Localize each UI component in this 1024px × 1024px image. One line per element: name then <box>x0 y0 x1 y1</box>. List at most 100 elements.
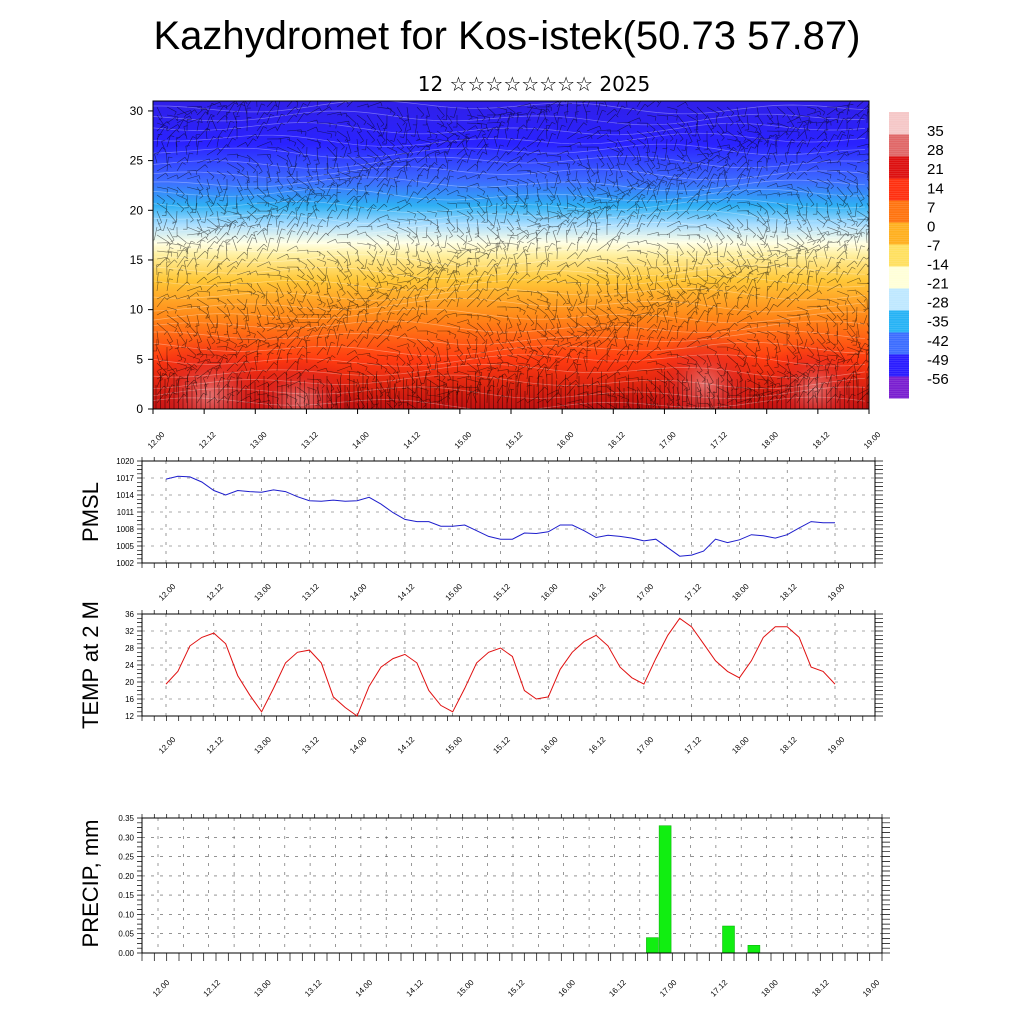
colorbar-label: -21 <box>927 276 949 293</box>
x-tick-label: 14.00 <box>348 735 369 756</box>
x-tick-label: 19.00 <box>861 978 882 999</box>
x-tick-label: 13.00 <box>248 430 269 451</box>
colorbar-label: 0 <box>927 218 935 235</box>
x-tick-label: 19.00 <box>826 582 847 603</box>
contour-line <box>153 166 866 181</box>
contour-line <box>153 386 866 399</box>
pmsl-axis-label: PMSL <box>78 482 103 542</box>
x-tick-label: 16.00 <box>539 735 560 756</box>
page-subtitle: 12 ☆☆☆☆☆☆☆☆ 2025 <box>417 72 651 96</box>
y-tick-label: 36 <box>125 610 134 619</box>
y-tick-label: 10 <box>130 303 144 317</box>
x-tick-label: 14.12 <box>396 735 417 756</box>
colorbar: 35 28 21 14 7 0 -7 -14 -21 -28 -35 -42 -49 -56 <box>889 111 949 399</box>
x-tick-label: 14.00 <box>348 582 369 603</box>
colorbar-segment <box>889 266 909 289</box>
x-tick-label: 15.12 <box>504 430 525 451</box>
colorbar-hatch <box>889 111 909 399</box>
y-tick-label: 12 <box>125 712 134 721</box>
x-tick-label: 17.00 <box>635 735 656 756</box>
grid-lines <box>142 613 875 717</box>
y-tick-label: 1017 <box>116 474 134 483</box>
contour-line <box>153 320 866 333</box>
temp-panel: 12 16 20 24 28 32 36 12.00 12.12 13.00 13.12 14.00 1… <box>78 601 883 756</box>
colorbar-label: 28 <box>927 142 944 159</box>
contour-line <box>153 288 866 301</box>
colorbar-segment <box>889 134 909 157</box>
x-tick-label: 15.00 <box>455 978 476 999</box>
contour-line <box>153 242 866 258</box>
colorbar-label: -7 <box>927 237 940 254</box>
precip-bar <box>646 937 659 954</box>
x-tick-label: 13.00 <box>252 735 273 756</box>
x-tick-label: 15.00 <box>444 735 465 756</box>
y-tick-label: 28 <box>125 644 134 653</box>
x-tick-label: 14.12 <box>396 582 417 603</box>
x-tick-label: 18.00 <box>730 582 751 603</box>
colorbar-segment <box>889 244 909 267</box>
y-tick-label: 0.05 <box>118 930 134 939</box>
x-tick-label: 14.12 <box>402 430 423 451</box>
x-tick-label: 17.00 <box>657 430 678 451</box>
cross-section-content <box>153 101 869 409</box>
colorbar-segment <box>889 354 909 377</box>
contour-line <box>153 232 866 247</box>
precip-bar <box>747 945 761 954</box>
contour-line <box>153 101 866 115</box>
colorbar-label: 7 <box>927 199 935 216</box>
x-tick-label: 16.12 <box>587 735 608 756</box>
cross-section-panel <box>153 101 869 409</box>
y-tick-label: 0.30 <box>118 833 134 842</box>
y-tick-label: 20 <box>125 678 134 687</box>
x-tick-label: 16.12 <box>587 582 608 603</box>
colorbar-label: -28 <box>927 295 949 312</box>
x-tick-label: 16.12 <box>606 430 627 451</box>
precip-axis-label: PRECIP, mm <box>78 820 103 948</box>
x-tick-label: 12.00 <box>157 582 178 603</box>
x-tick-label: 12.12 <box>205 735 226 756</box>
x-tick-label: 18.00 <box>759 978 780 999</box>
contour-line <box>153 308 866 324</box>
x-tick-label: 18.12 <box>778 582 799 603</box>
y-tick-label: 1005 <box>116 542 134 551</box>
x-tick-label: 17.12 <box>683 582 704 603</box>
colorbar-segment <box>889 112 909 135</box>
wind-barbs <box>153 101 869 409</box>
x-tick-label: 18.00 <box>760 430 781 451</box>
colorbar-label: 14 <box>927 180 944 197</box>
page-title: Kazhydromet for Kos-istek(50.73 57.87) <box>153 14 861 58</box>
x-tick-label: 19.00 <box>826 735 847 756</box>
x-tick-label: 16.00 <box>539 582 560 603</box>
colorbar-segment <box>889 200 909 223</box>
y-tick-label: 0.20 <box>118 872 134 881</box>
x-tick-label: 12.12 <box>202 978 223 999</box>
pmsl-line <box>165 475 835 557</box>
y-tick-label: 0.10 <box>118 910 134 919</box>
colorbar-segment <box>889 156 909 179</box>
x-tick-label: 13.12 <box>299 430 320 451</box>
grid-lines <box>142 817 882 954</box>
x-tick-label: 13.12 <box>300 582 321 603</box>
contour-line <box>153 122 866 136</box>
contour-line <box>153 354 866 367</box>
x-tick-label: 12.12 <box>197 430 218 451</box>
x-tick-label: 18.12 <box>810 978 831 999</box>
contour-line <box>153 155 866 169</box>
contour-line <box>153 364 866 379</box>
x-tick-label: 12.00 <box>151 978 172 999</box>
x-tick-label: 13.00 <box>252 582 273 603</box>
grid-lines <box>142 460 875 564</box>
x-tick-label: 17.12 <box>683 735 704 756</box>
contour-line <box>153 298 866 313</box>
contour-line <box>153 396 866 409</box>
colorbar-segment <box>889 332 909 355</box>
x-tick-label: 18.12 <box>811 430 832 451</box>
y-tick-label: 1020 <box>116 457 134 466</box>
x-tick-label: 12.12 <box>205 582 226 603</box>
x-tick-label: 17.00 <box>658 978 679 999</box>
colorbar-segment <box>889 178 909 201</box>
panel-frame <box>141 817 883 954</box>
colorbar-label: 21 <box>927 161 944 178</box>
colorbar-label: -49 <box>927 352 949 369</box>
